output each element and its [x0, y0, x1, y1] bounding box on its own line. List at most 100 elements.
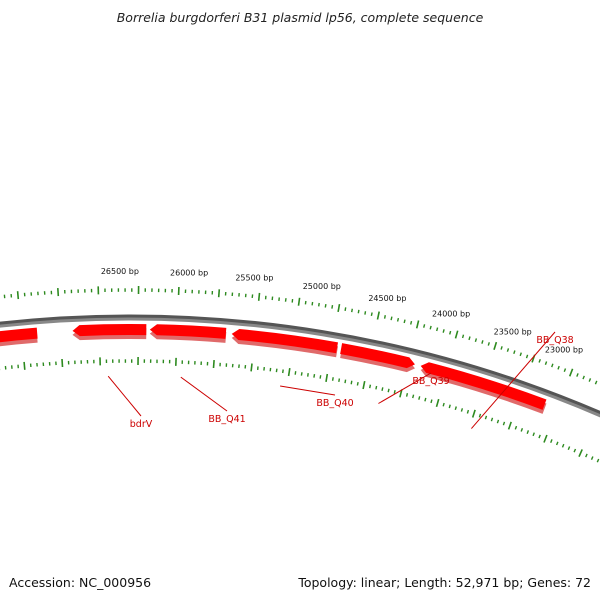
inner-tick [431, 400, 432, 403]
inner-tick [413, 395, 414, 398]
outer-tick [501, 346, 502, 349]
inner-tick [295, 371, 296, 375]
outer-tick [391, 317, 392, 321]
inner-tick [449, 405, 450, 408]
outer-tick [469, 337, 470, 340]
outer-tick [589, 378, 590, 381]
outer-tick [595, 381, 596, 384]
outer-tick [18, 291, 19, 299]
inner-tick [455, 407, 456, 410]
inner-tick [461, 408, 462, 411]
inner-tick [551, 439, 552, 442]
inner-tick [351, 381, 352, 385]
inner-tick [479, 414, 480, 417]
inner-tick [276, 369, 277, 372]
outer-tick [494, 342, 496, 350]
inner-tick [568, 447, 569, 450]
inner-tick [333, 377, 334, 381]
outer-tick [443, 329, 444, 332]
inner-tick [376, 386, 377, 389]
outer-tick [365, 311, 366, 314]
inner-tick [326, 374, 327, 382]
scale-label: 24500 bp [368, 294, 406, 303]
leader-line [280, 386, 335, 395]
inner-tick [419, 396, 420, 399]
inner-tick [592, 457, 593, 460]
outer-tick [437, 328, 438, 331]
outer-tick [507, 348, 508, 351]
inner-tick [382, 387, 383, 390]
gene-features [0, 324, 546, 414]
inner-tick [308, 373, 309, 377]
inner-tick [497, 420, 498, 423]
inner-tick-ring [0, 357, 600, 476]
inner-tick [62, 359, 63, 367]
inner-tick [473, 410, 475, 418]
gene-label: BB_Q41 [208, 414, 245, 425]
outer-tick [539, 359, 540, 362]
outer-tick [482, 340, 483, 343]
outer-tick [514, 351, 515, 354]
outer-tick [378, 312, 380, 320]
outer-tick [219, 289, 220, 297]
inner-tick [345, 380, 346, 384]
outer-tick [577, 373, 578, 376]
inner-tick [289, 368, 290, 376]
outer-tick [488, 342, 489, 345]
scale-label: 25000 bp [303, 282, 341, 291]
outer-tick [345, 307, 346, 311]
outer-tick [385, 315, 386, 318]
inner-tick [467, 410, 468, 413]
outer-tick [371, 313, 372, 316]
outer-tick [520, 353, 521, 356]
outer-tick [463, 335, 464, 338]
scale-label: 26500 bp [101, 267, 139, 276]
outer-tick [552, 364, 553, 367]
scale-label: 25500 bp [235, 273, 273, 282]
inner-tick [388, 389, 389, 392]
outer-tick [312, 302, 313, 305]
outer-tick [325, 304, 326, 307]
outer-tick [564, 369, 565, 372]
outer-tick [299, 298, 300, 306]
inner-tick [214, 360, 215, 368]
leader-line [181, 377, 227, 411]
outer-tick [259, 293, 260, 301]
inner-tick [314, 374, 315, 378]
inner-tick [503, 422, 504, 425]
gene-label: bdrV [130, 419, 153, 430]
inner-tick [320, 375, 321, 378]
outer-tick [424, 324, 425, 327]
inner-tick [563, 444, 564, 447]
inner-tick [597, 459, 598, 462]
outer-tick [456, 331, 458, 339]
outer-tick [286, 298, 287, 302]
scale-label: 26000 bp [170, 268, 208, 277]
inner-tick [544, 435, 547, 443]
inner-tick [579, 449, 582, 456]
inner-tick [370, 385, 371, 388]
inner-tick [301, 372, 302, 375]
inner-tick [491, 418, 492, 421]
inner-tick [533, 433, 534, 436]
outer-tick [338, 304, 339, 312]
gene-label: BB_Q40 [316, 398, 353, 409]
outer-tick [58, 288, 59, 296]
inner-tick [437, 399, 439, 407]
gene-label: BB_Q39 [412, 376, 449, 387]
inner-tick [363, 381, 365, 389]
inner-tick [443, 403, 444, 406]
leader-line [108, 376, 141, 416]
inner-tick [586, 454, 587, 457]
inner-tick [509, 422, 512, 430]
outer-tick [332, 305, 333, 309]
inner-tick [485, 416, 486, 419]
inner-tick [24, 362, 25, 370]
scale-label: 24000 bp [432, 309, 470, 318]
outer-tick [417, 321, 419, 329]
outer-tick [545, 362, 546, 365]
scale-label: 23000 bp [545, 346, 583, 355]
gene-label: BB_Q38 [536, 335, 573, 346]
inner-tick [527, 430, 528, 433]
